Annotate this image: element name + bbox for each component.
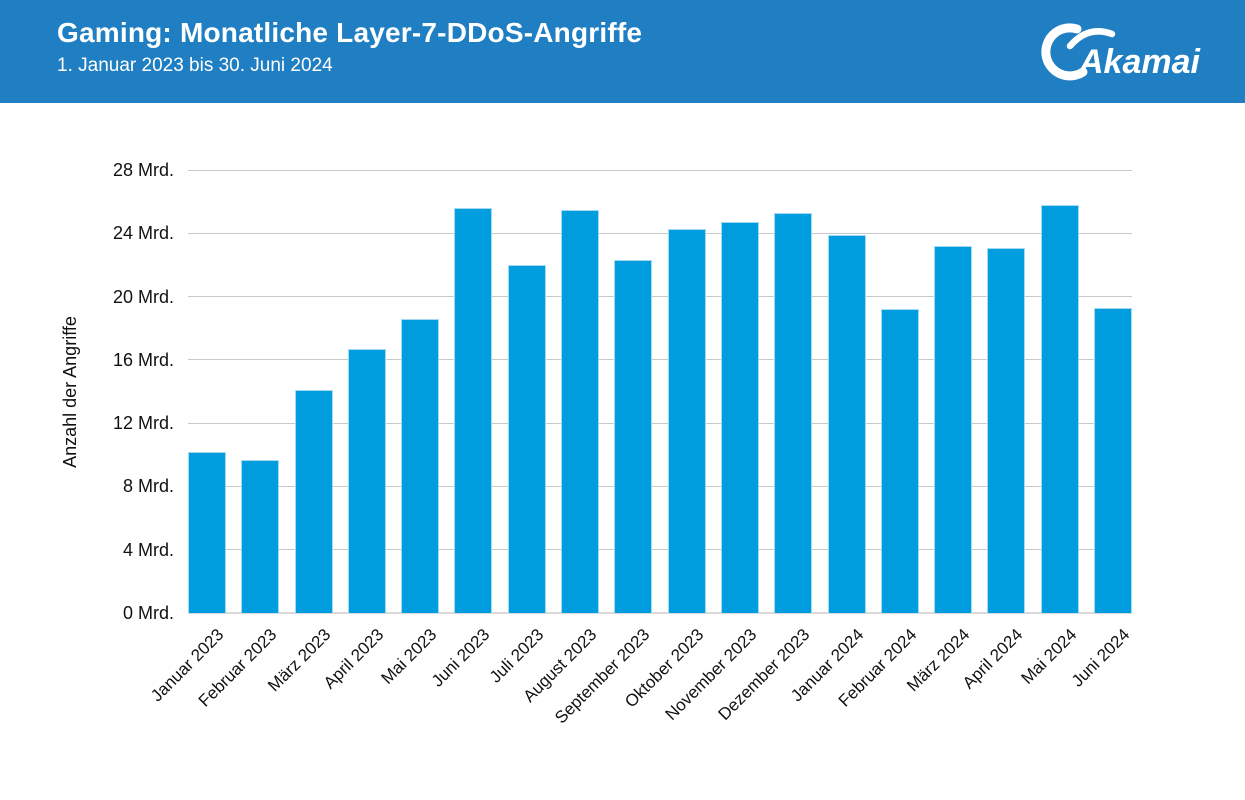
gridline [188,612,1132,614]
bar [774,212,813,613]
bar [720,222,759,613]
bar [667,228,706,613]
y-tick-label: 20 Mrd. [112,286,174,307]
bar [1094,307,1132,613]
bar [347,348,386,613]
y-tick-label: 24 Mrd. [112,223,174,244]
bar [507,264,546,613]
gridline [188,232,1132,234]
bar [294,389,333,613]
akamai-swoosh-icon [1066,28,1116,50]
y-tick-label: 0 Mrd. [122,603,174,623]
bar [401,318,440,613]
bar [1040,204,1079,613]
bar [561,209,600,613]
akamai-wordmark: Akamai [1078,43,1202,81]
y-tick-label: 16 Mrd. [112,349,174,370]
y-tick-label: 28 Mrd. [112,160,174,180]
header-text: Gaming: Monatliche Layer-7-DDoS-Angriffe… [57,17,642,77]
gridline [188,359,1132,361]
y-tick-label: 4 Mrd. [122,539,174,560]
page-title: Gaming: Monatliche Layer-7-DDoS-Angriffe [57,17,643,48]
y-tick-label: 12 Mrd. [112,413,174,434]
gridline [188,549,1132,551]
y-tick-label: 8 Mrd. [122,476,174,497]
akamai-logo: Akamai [1041,23,1202,81]
bar [454,207,493,613]
bar [241,459,280,613]
page-subtitle: 1. Januar 2023 bis 30. Juni 2024 [57,55,333,76]
bar [188,451,226,613]
gridline [188,296,1132,298]
gridline [188,169,1132,171]
bar [880,309,919,613]
bar [934,245,973,613]
gridline [188,485,1132,487]
header: Gaming: Monatliche Layer-7-DDoS-Angriffe… [0,0,1245,103]
gridline [188,422,1132,424]
bar [987,247,1026,613]
bar [614,260,653,613]
bar [827,234,866,613]
akamai-crescent-icon [1041,23,1088,81]
